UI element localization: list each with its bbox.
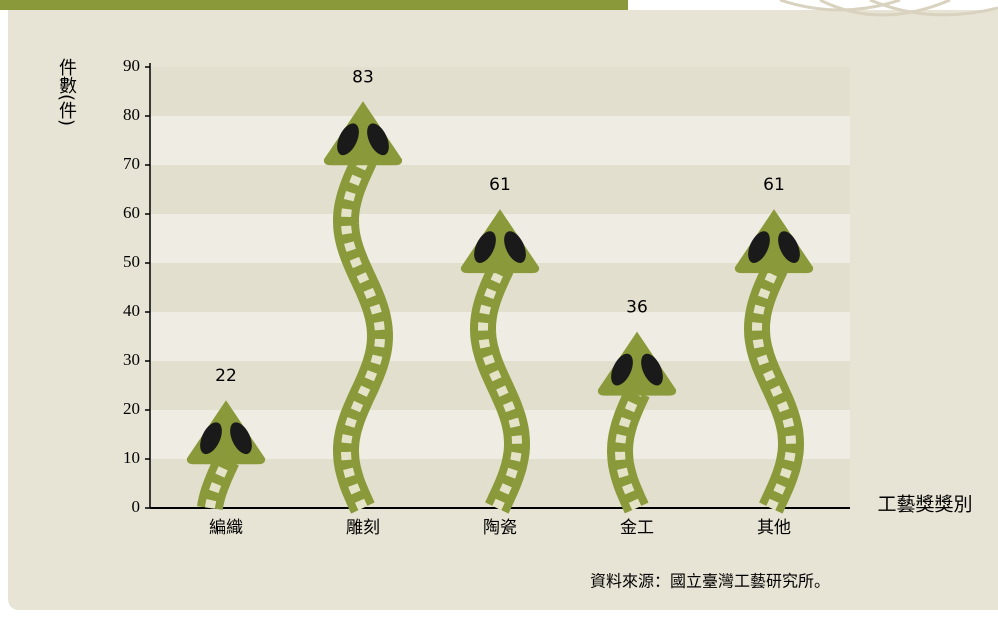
y-tick-label: 50 (123, 252, 140, 271)
corner-swirl (779, 0, 998, 17)
value-label: 83 (352, 67, 374, 87)
snake-eye (748, 231, 770, 263)
snake-eye (611, 353, 633, 386)
y-tick-label: 20 (123, 399, 140, 418)
x-tick-label: 金工 (620, 518, 654, 538)
value-label: 61 (763, 175, 785, 195)
y-tick-label: 80 (123, 105, 140, 124)
x-tick-label: 雕刻 (346, 518, 380, 538)
snake-body (332, 154, 394, 514)
snake-eye (641, 353, 663, 386)
snake-pattern (477, 265, 523, 511)
snake-pattern (204, 457, 232, 509)
x-axis-label: 工藝獎獎別 (877, 494, 972, 516)
y-tick-label: 10 (123, 448, 140, 467)
x-tick-label: 編織 (209, 518, 243, 538)
grid-band (150, 116, 850, 165)
y-tick-label: 30 (123, 350, 140, 369)
source-note: 資料來源：國立臺灣工藝研究所。 (590, 572, 830, 591)
snake-eye (200, 422, 222, 455)
snake-pattern (751, 265, 797, 511)
top-band (0, 0, 628, 10)
x-tick-label: 其他 (757, 518, 791, 538)
y-tick-label: 70 (123, 154, 140, 173)
y-tick-label: 60 (123, 203, 140, 222)
snake-eye (778, 231, 800, 263)
x-tick-label: 陶瓷 (483, 518, 517, 538)
grid-band (150, 165, 850, 214)
value-label: 36 (626, 298, 648, 318)
snake-eye (230, 422, 252, 455)
top-band-light (628, 0, 998, 10)
y-tick-label: 90 (123, 56, 140, 75)
snake-eye (504, 231, 526, 263)
snake-eye (337, 123, 359, 156)
snake-pattern (614, 389, 643, 511)
y-tick-label: 40 (123, 301, 140, 320)
grid-band (150, 67, 850, 116)
y-axis-label: 件數(件) (56, 58, 77, 126)
snake-eye (474, 231, 496, 263)
snake-eye (367, 123, 389, 156)
y-tick-label: 0 (132, 497, 141, 516)
value-label: 61 (489, 175, 511, 195)
value-label: 22 (215, 366, 237, 386)
